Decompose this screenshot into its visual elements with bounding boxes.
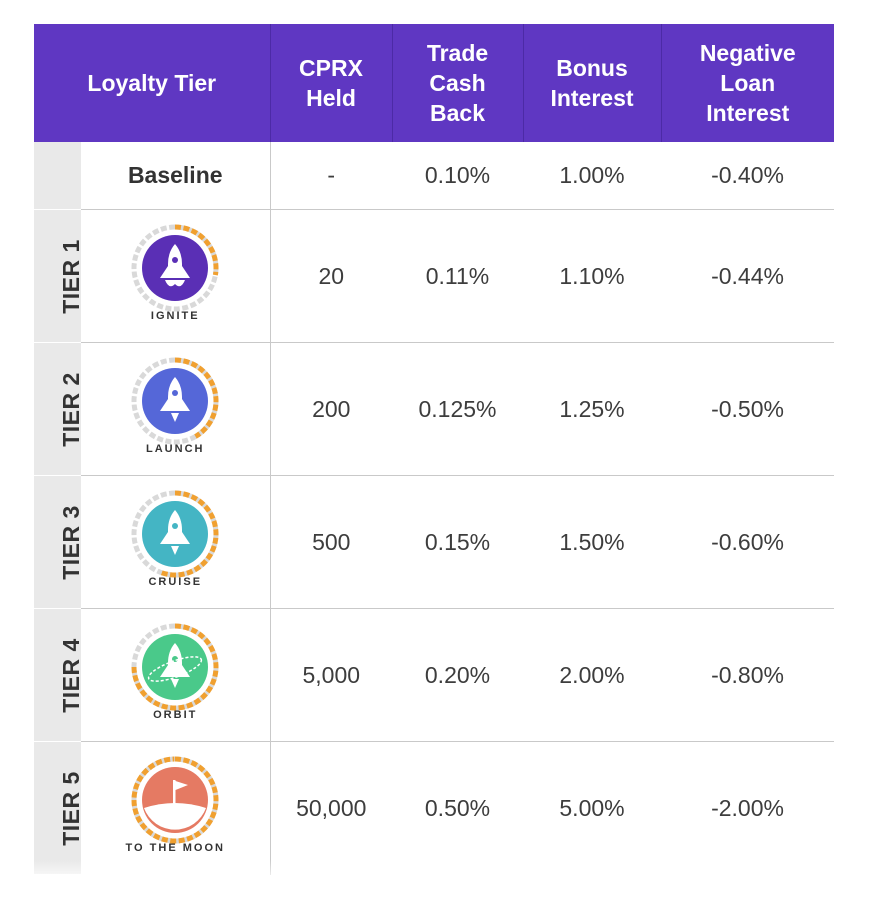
tier-badge-name: ORBIT (153, 709, 198, 721)
tier-row: TIER 1 IGNITE 20 0.11% 1.10% -0.44% (34, 209, 834, 343)
tier-cash-back: 0.15% (392, 475, 523, 609)
baseline-label: Baseline (81, 142, 271, 210)
header-bonus-interest: Bonus Interest (523, 24, 662, 142)
baseline-cash-back: 0.10% (392, 142, 523, 210)
tier-row: TIER 5 TO THE MOON 50,000 0.50% 5.00% -2… (34, 741, 834, 875)
header-negative-loan-interest: Negative Loan Interest (661, 24, 834, 142)
tier-badge-cell: IGNITE (81, 209, 271, 343)
tier-loan: -0.44% (661, 209, 834, 343)
tier-cprx: 200 (270, 342, 392, 476)
tier-loan: -0.60% (661, 475, 834, 609)
tier-bonus: 5.00% (559, 794, 625, 821)
baseline-bonus: 1.00% (523, 142, 661, 210)
tier-row: TIER 4 ORBIT 5,000 0.20% 2.00% -0.80% (34, 608, 834, 742)
tier-cash-back: 0.125% (392, 342, 523, 476)
tier-bonus: 1.50% (523, 475, 661, 609)
header-cprx-held-text: CPRX Held (299, 55, 363, 111)
tier-side-cell: TIER 1 (34, 209, 84, 343)
tier-cprx: 5,000 (270, 608, 392, 742)
tier-cash-back: 0.11% (392, 209, 523, 343)
tier-side-cell: TIER 3 (34, 475, 84, 609)
tier-badge: LAUNCH (125, 355, 225, 463)
bottom-fade (34, 860, 834, 884)
rocket-orbit-icon (131, 623, 219, 711)
header-loyalty-tier: Loyalty Tier (34, 24, 271, 142)
tier-badge-name: LAUNCH (146, 443, 205, 455)
header-bonus-interest-text: Bonus Interest (550, 55, 634, 111)
baseline-loan: -0.40% (661, 142, 834, 210)
tier-cprx: 500 (270, 475, 392, 609)
rocket-cruise-icon (131, 490, 219, 578)
tier-cash-back: 0.50% (424, 794, 491, 821)
moon-flag-icon (131, 756, 219, 844)
header-trade-cash-back: Trade Cash Back (392, 24, 524, 142)
header-trade-cash-back-text: Trade Cash Back (426, 40, 489, 126)
tier-cprx: 20 (270, 209, 392, 343)
tier-row: TIER 3 CRUISE 500 0.15% 1.50% -0.60% (34, 475, 834, 609)
tier-loan: -2.00% (711, 794, 784, 821)
tier-badge: ORBIT (125, 621, 225, 729)
tier-badge-cell: TO THE MOON (81, 741, 271, 875)
tier-cprx: 50,000 (296, 794, 367, 821)
side-blank (34, 142, 81, 210)
tier-badge: IGNITE (125, 222, 225, 330)
tier-loan: -0.50% (661, 342, 834, 476)
tier-row: TIER 2 LAUNCH 200 0.125% 1.25% -0.50% (34, 342, 834, 476)
tier-badge-name: CRUISE (148, 576, 203, 588)
baseline-row: Baseline - 0.10% 1.00% -0.40% (34, 142, 834, 210)
rocket-ignite-icon (131, 224, 219, 312)
tier-side-cell: TIER 4 (34, 608, 84, 742)
baseline-label-text: Baseline (127, 162, 223, 188)
baseline-cprx: - (270, 142, 392, 210)
tier-badge: CRUISE (125, 488, 225, 596)
tier-badge-cell: CRUISE (81, 475, 271, 609)
tier-loan: -0.80% (661, 608, 834, 742)
header-negative-loan-interest-text: Negative Loan Interest (699, 40, 796, 126)
tier-bonus: 1.10% (523, 209, 661, 343)
tier-side-cell: TIER 5 (34, 741, 84, 875)
tier-badge-name: TO THE MOON (125, 842, 225, 855)
tier-bonus: 1.25% (523, 342, 661, 476)
tier-badge: TO THE MOON (125, 754, 225, 862)
loyalty-tier-table: Loyalty Tier CPRX Held Trade Cash Back B… (34, 24, 834, 875)
header-cprx-held: CPRX Held (270, 24, 393, 142)
header-row: Loyalty Tier CPRX Held Trade Cash Back B… (34, 24, 834, 142)
tier-bonus: 2.00% (523, 608, 661, 742)
tier-badge-name: IGNITE (150, 310, 200, 322)
tier-side-cell: TIER 2 (34, 342, 84, 476)
tier-cash-back: 0.20% (392, 608, 523, 742)
rocket-launch-icon (131, 357, 219, 445)
tier-badge-cell: LAUNCH (81, 342, 271, 476)
tier-badge-cell: ORBIT (81, 608, 271, 742)
